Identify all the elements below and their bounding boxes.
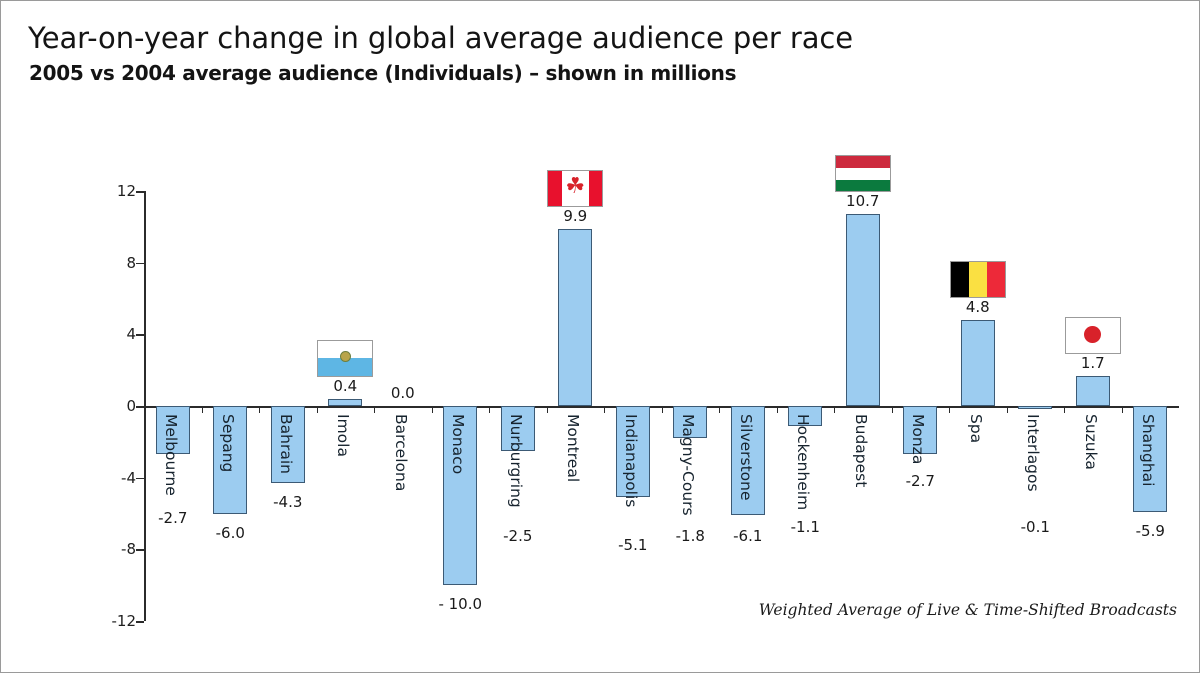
- y-axis-tick: [136, 334, 144, 336]
- x-axis-tick: [201, 406, 203, 413]
- x-axis-tick: [834, 406, 836, 413]
- x-axis-tick: [949, 406, 951, 413]
- x-axis-tick: [661, 406, 663, 413]
- category-label-hockenheim: Hockenheim: [794, 414, 813, 511]
- hungary-flag: [834, 155, 891, 193]
- y-axis-tick: [136, 621, 144, 623]
- bar-budapest[interactable]: [845, 214, 880, 406]
- category-label-suzuka: Suzuka: [1081, 414, 1100, 470]
- bar-spa[interactable]: [960, 320, 995, 406]
- japan-flag: [1064, 316, 1121, 354]
- belgium-flag: [949, 261, 1006, 298]
- bar-interlagos[interactable]: [1018, 406, 1053, 409]
- category-label-sepang: Sepang: [219, 414, 238, 473]
- value-label-budapest: 10.7: [846, 192, 880, 211]
- value-label-monaco: - 10.0: [438, 595, 483, 614]
- bar-magny-cours[interactable]: [673, 406, 708, 439]
- category-label-nurburgring: Nurburgring: [506, 414, 525, 508]
- x-axis-tick: [719, 406, 721, 413]
- value-label-silverstone: -6.1: [733, 527, 763, 546]
- y-axis-label: -8: [121, 540, 136, 559]
- value-label-melbourne: -2.7: [158, 508, 188, 527]
- x-axis-tick: [891, 406, 893, 413]
- y-axis-tick: [136, 262, 144, 265]
- bar-monza[interactable]: [903, 406, 938, 455]
- category-label-budapest: Budapest: [851, 414, 870, 488]
- x-axis-tick: [604, 406, 606, 413]
- x-axis-tick: [144, 406, 146, 413]
- value-label-spa: 4.8: [965, 298, 990, 316]
- bar-nurburgring[interactable]: [500, 406, 535, 451]
- value-label-monza: -2.7: [905, 472, 935, 490]
- category-label-magny-cours: Magny-Cours: [679, 414, 698, 516]
- category-label-bahrain: Bahrain: [276, 414, 295, 474]
- bar-chart-plot-area: Melbourne -2.7 Sepang -6.0 Bahrain -4.3 Imola 0…: [136, 155, 1179, 623]
- x-axis-tick: [1006, 406, 1008, 413]
- bar-indianapolis[interactable]: [615, 406, 650, 498]
- x-axis-tick: [1064, 406, 1066, 413]
- category-label-melbourne: Melbourne: [161, 414, 180, 496]
- category-label-indianapolis: Indianapolis: [621, 414, 640, 508]
- y-axis-label: -12: [111, 612, 137, 630]
- category-label-monaco: Monaco: [449, 414, 468, 475]
- category-label-spa: Spa: [966, 414, 985, 444]
- category-label-silverstone: Silverstone: [736, 414, 755, 501]
- value-label-barcelona: 0.0: [390, 384, 415, 402]
- value-label-shanghai: -5.9: [1135, 521, 1165, 540]
- x-axis-tick: [374, 406, 376, 413]
- category-label-barcelona: Barcelona: [391, 414, 410, 492]
- value-label-sepang: -6.0: [215, 523, 245, 542]
- bar-monaco[interactable]: [443, 406, 478, 586]
- value-label-suzuka: 1.7: [1080, 353, 1105, 372]
- y-axis-label: -4: [121, 468, 136, 487]
- page-title: Year-on-year change in global average au…: [28, 21, 853, 55]
- bar-sepang[interactable]: [213, 406, 248, 514]
- y-axis-tick-labels: 12 8 4 0 -4 -8 -12: [96, 182, 137, 630]
- bar-montreal[interactable]: [558, 228, 593, 406]
- san-marino-flag: [317, 339, 374, 377]
- bar-suzuka[interactable]: [1075, 375, 1110, 406]
- value-label-bahrain: -4.3: [273, 493, 303, 512]
- y-axis-label: 8: [126, 253, 136, 272]
- x-axis-tick: [1121, 406, 1123, 413]
- y-axis-tick: [136, 191, 144, 193]
- bar-barcelona[interactable]: [386, 406, 420, 407]
- x-axis-tick: [546, 406, 548, 413]
- bar-shanghai[interactable]: [1133, 406, 1168, 512]
- value-label-interlagos: -0.1: [1020, 518, 1050, 536]
- y-axis-tick: [136, 549, 144, 551]
- value-label-imola: 0.4: [333, 376, 358, 395]
- value-label-nurburgring: -2.5: [503, 527, 533, 546]
- category-label-monza: Monza: [909, 414, 928, 465]
- category-label-montreal: Montreal: [564, 414, 583, 483]
- bar-melbourne[interactable]: [155, 406, 190, 455]
- value-label-montreal: 9.9: [563, 206, 588, 225]
- x-axis-tick: [431, 406, 433, 413]
- bar-bahrain[interactable]: [270, 406, 305, 484]
- y-axis-label: 12: [116, 182, 136, 200]
- value-label-magny-cours: -1.8: [675, 527, 705, 546]
- value-label-indianapolis: -5.1: [618, 536, 648, 555]
- y-axis-label: 4: [126, 325, 136, 344]
- page-subtitle: 2005 vs 2004 average audience (Individua…: [29, 61, 737, 85]
- category-label-imola: Imola: [334, 414, 353, 457]
- x-axis-tick: [489, 406, 491, 413]
- bar-imola[interactable]: [328, 398, 363, 406]
- x-axis-tick: [259, 406, 261, 413]
- category-label-interlagos: Interlagos: [1024, 414, 1043, 492]
- y-axis-tick: [136, 406, 144, 408]
- bar-silverstone[interactable]: [730, 406, 765, 516]
- x-axis-tick: [316, 406, 318, 413]
- y-axis-tick: [136, 477, 144, 480]
- y-axis-label: 0: [126, 397, 136, 415]
- canada-flag: ☘: [547, 169, 604, 207]
- category-label-shanghai: Shanghai: [1139, 414, 1158, 487]
- bar-hockenheim[interactable]: [788, 406, 823, 426]
- value-label-hockenheim: -1.1: [790, 518, 820, 536]
- x-axis-tick: [776, 406, 778, 413]
- chart-footnote: Weighted Average of Live & Time-Shifted …: [758, 601, 1177, 619]
